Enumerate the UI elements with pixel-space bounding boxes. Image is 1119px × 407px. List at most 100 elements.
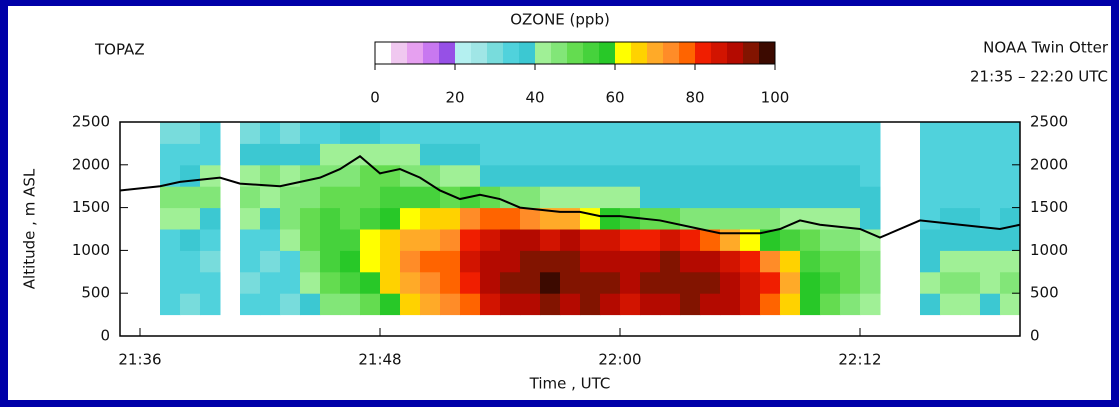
colorbar-swatch [647,42,664,64]
colorbar-swatch [407,42,424,64]
heat-cell [360,271,381,294]
colorbar-swatch [503,42,520,64]
heat-cell [660,164,681,187]
heat-cell [420,250,441,273]
heat-cell [720,186,741,209]
heat-cell [460,229,481,251]
heat-cell [500,271,521,294]
heat-cell [460,207,481,230]
colorbar-swatch [727,42,744,64]
heat-cell [740,271,761,294]
heat-cell [340,207,361,230]
heat-cell [860,122,881,144]
heat-cell [840,293,861,316]
heat-cell [280,293,301,316]
heat-cell [360,122,381,144]
heat-cell [980,143,1001,166]
heat-cell [300,229,321,251]
heat-cell [920,293,941,316]
heat-cell [940,229,961,251]
heat-cell [980,186,1001,209]
heat-cell [700,122,721,144]
heat-cell [980,293,1001,316]
heat-cell [860,271,881,294]
heat-cell [720,122,741,144]
heat-cell [420,229,441,251]
heat-cell [620,271,641,294]
heat-cell [240,143,261,166]
heat-cell [980,207,1001,230]
heat-cell [180,293,201,316]
heat-cell [920,143,941,166]
heat-cell [500,143,521,166]
heat-cell [440,229,461,251]
heat-cell [460,293,481,316]
heat-cell [800,229,821,251]
heat-cell [160,164,181,187]
heat-cell [540,250,561,273]
heat-cell [300,293,321,316]
heat-cell [480,164,501,187]
heat-cell [580,271,601,294]
heat-cell [600,271,621,294]
colorbar-swatch [583,42,600,64]
colorbar-swatch [615,42,632,64]
heat-cell [320,250,341,273]
heat-cell [200,186,221,209]
heat-cell [740,250,761,273]
heat-cell [580,143,601,166]
heat-cell [980,250,1001,273]
heat-cell [500,122,521,144]
heat-cell [980,164,1001,187]
heat-cell [780,250,801,273]
heat-cell [260,293,281,316]
heat-cell [740,164,761,187]
heat-cell [520,250,541,273]
heat-cell [760,122,781,144]
colorbar-swatch [663,42,680,64]
heat-cell [600,293,621,316]
mixing-height-line [119,154,1021,239]
heat-cell [160,122,181,144]
heat-cell [380,122,401,144]
heat-cell [760,250,781,273]
colorbar-swatch [743,42,760,64]
heat-cell [800,293,821,316]
colorbar-tick-label: 20 [445,89,464,107]
heat-cell [680,207,701,230]
colorbar-swatch [535,42,552,64]
heat-cell [680,186,701,209]
heat-cell [180,186,201,209]
heat-cell [620,164,641,187]
heat-cell [1000,122,1021,144]
heat-cell [340,229,361,251]
colorbar-swatch [695,42,712,64]
heat-cell [420,293,441,316]
heat-cell [400,271,421,294]
heat-cell [1000,229,1021,251]
heat-cell [860,293,881,316]
heat-cell [280,271,301,294]
heat-cell [980,271,1001,294]
heat-cell [520,271,541,294]
plot-frame [119,121,1021,337]
heat-cell [280,164,301,187]
heat-cell [400,229,421,251]
heat-cell [620,207,641,230]
y-tick-label: 0 [100,327,110,345]
heat-cell [380,229,401,251]
heat-cell [680,250,701,273]
heat-cell [320,207,341,230]
heat-cell [360,164,381,187]
heat-cell [840,122,861,144]
heat-cell [180,164,201,187]
heat-cell [960,186,981,209]
heat-cell [1000,164,1021,187]
heat-cell [460,250,481,273]
heat-cell [340,122,361,144]
heat-cell [280,143,301,166]
heat-cell [600,229,621,251]
heat-cell [780,293,801,316]
heat-cell [520,207,541,230]
